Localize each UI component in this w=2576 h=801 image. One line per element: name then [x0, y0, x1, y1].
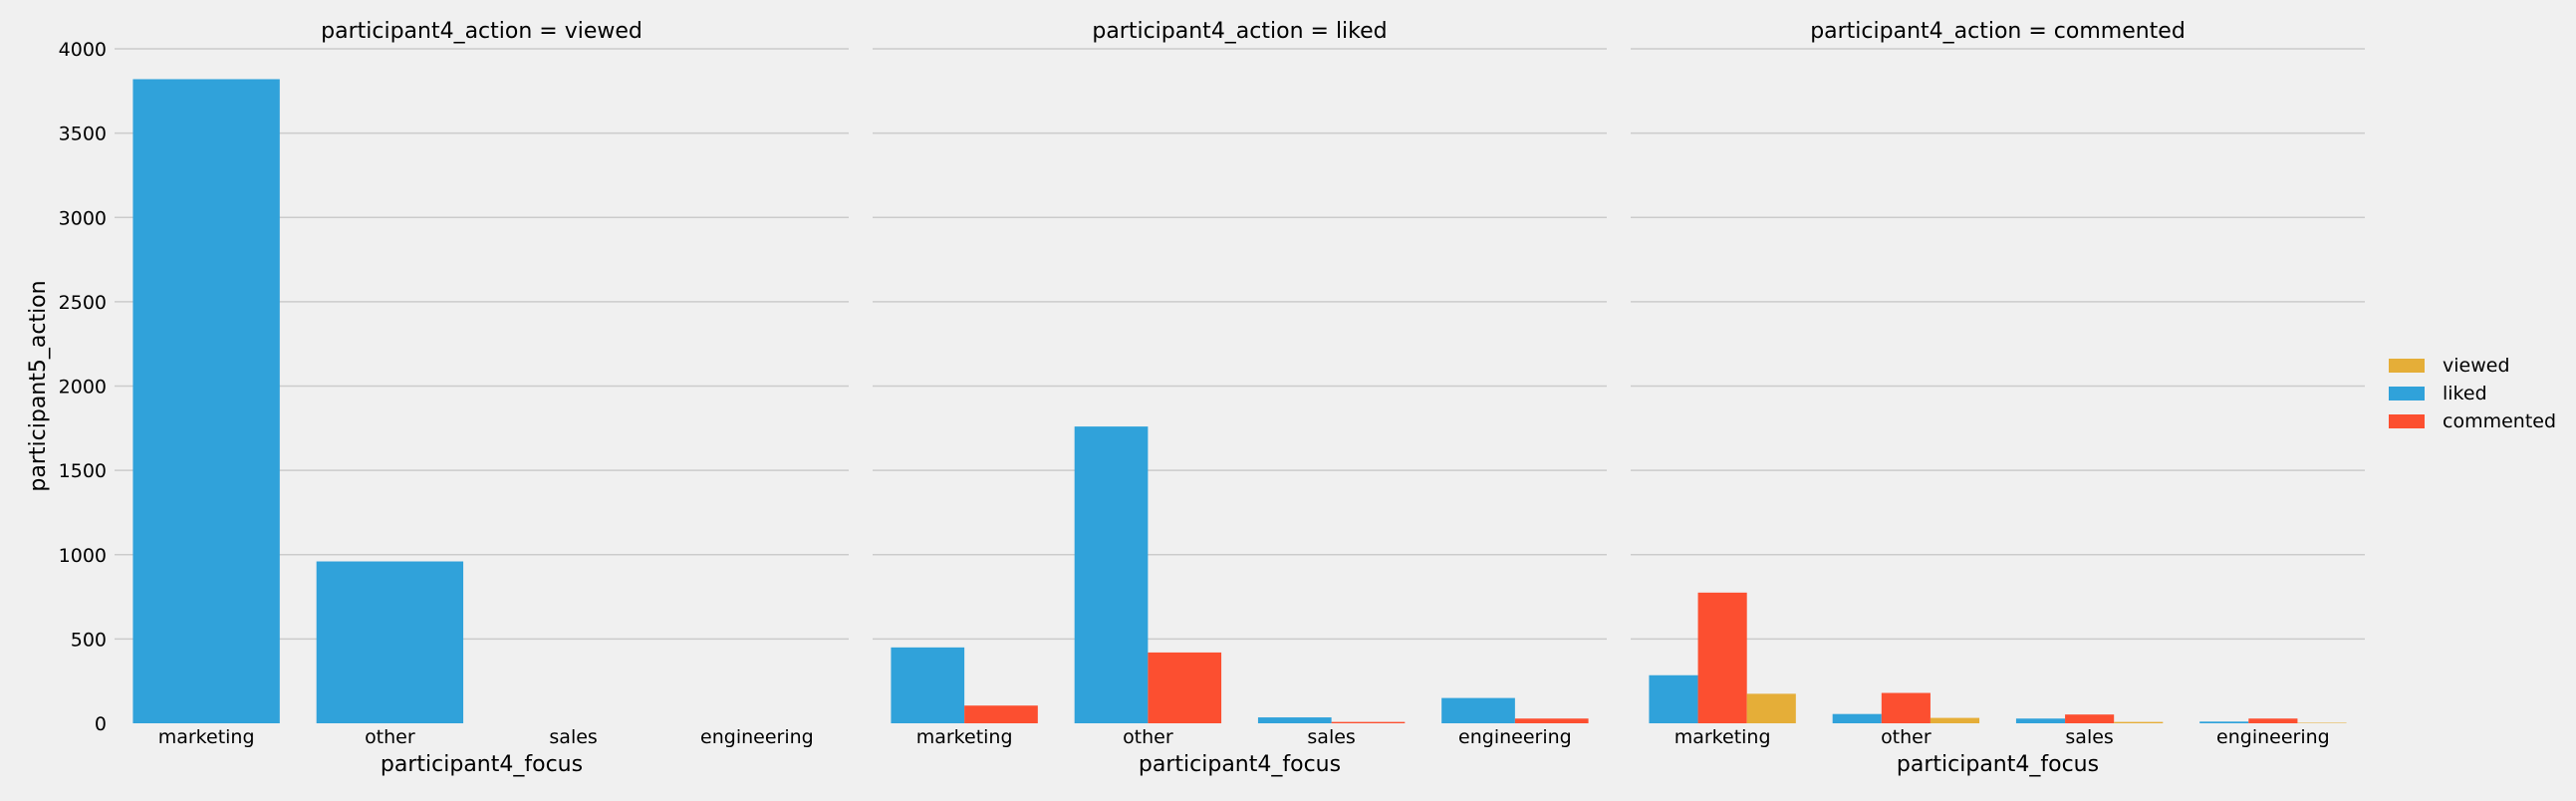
bar-viewed-marketing: [1746, 693, 1796, 723]
bar-liked-other: [1832, 713, 1882, 723]
legend-label-commented: commented: [2443, 410, 2556, 432]
panel-title: participant4_action = liked: [1092, 19, 1387, 44]
bar-commented-other: [1148, 652, 1222, 723]
y-tick-label: 0: [95, 713, 107, 735]
x-tick-label: other: [1881, 726, 1932, 748]
x-tick-label: other: [365, 726, 415, 748]
bar-liked-other: [316, 561, 464, 723]
y-tick-label: 4000: [59, 39, 107, 61]
bar-liked-other: [1074, 426, 1149, 723]
bar-liked-marketing: [132, 79, 280, 724]
bar-liked-marketing: [891, 647, 965, 723]
x-tick-label: sales: [2065, 726, 2113, 748]
legend-swatch-commented: [2389, 414, 2425, 428]
y-tick-label: 1500: [59, 460, 107, 482]
x-tick-label: sales: [549, 726, 597, 748]
x-tick-label: sales: [1307, 726, 1355, 748]
x-tick-label: marketing: [158, 726, 255, 748]
panel-title: participant4_action = viewed: [321, 19, 643, 44]
legend-label-viewed: viewed: [2443, 355, 2510, 377]
x-axis-label: participant4_focus: [381, 752, 583, 777]
x-tick-label: engineering: [700, 726, 814, 748]
x-tick-label: marketing: [916, 726, 1013, 748]
bar-viewed-engineering: [2297, 722, 2347, 723]
bar-viewed-other: [1930, 717, 1980, 723]
bar-commented-sales: [1331, 721, 1406, 723]
bar-commented-marketing: [1697, 592, 1747, 723]
bar-liked-engineering: [2199, 721, 2249, 723]
bar-commented-sales: [2065, 714, 2115, 723]
y-axis-label: participant5_action: [26, 280, 51, 491]
x-tick-label: engineering: [1458, 726, 1572, 748]
y-tick-label: 3000: [59, 207, 107, 229]
bar-commented-engineering: [1514, 718, 1589, 723]
bar-liked-engineering: [1441, 697, 1515, 723]
legend-label-liked: liked: [2443, 383, 2487, 404]
y-tick-label: 500: [71, 629, 107, 651]
y-tick-label: 2000: [59, 377, 107, 399]
x-tick-label: engineering: [2216, 726, 2330, 748]
bar-liked-sales: [1257, 717, 1332, 723]
bar-viewed-sales: [2114, 721, 2164, 723]
x-axis-label: participant4_focus: [1139, 752, 1341, 777]
bar-commented-other: [1881, 692, 1931, 723]
y-tick-label: 2500: [59, 292, 107, 314]
x-tick-label: other: [1123, 726, 1173, 748]
bar-commented-marketing: [964, 705, 1038, 723]
bar-liked-sales: [2015, 718, 2066, 723]
legend-swatch-viewed: [2389, 359, 2425, 373]
panel-title: participant4_action = commented: [1810, 19, 2186, 44]
x-axis-label: participant4_focus: [1897, 752, 2099, 777]
x-tick-label: marketing: [1674, 726, 1771, 748]
legend-swatch-liked: [2389, 387, 2425, 400]
bar-liked-marketing: [1649, 674, 1698, 723]
y-tick-label: 1000: [59, 545, 107, 567]
y-tick-label: 3500: [59, 124, 107, 145]
bar-commented-engineering: [2248, 718, 2298, 723]
